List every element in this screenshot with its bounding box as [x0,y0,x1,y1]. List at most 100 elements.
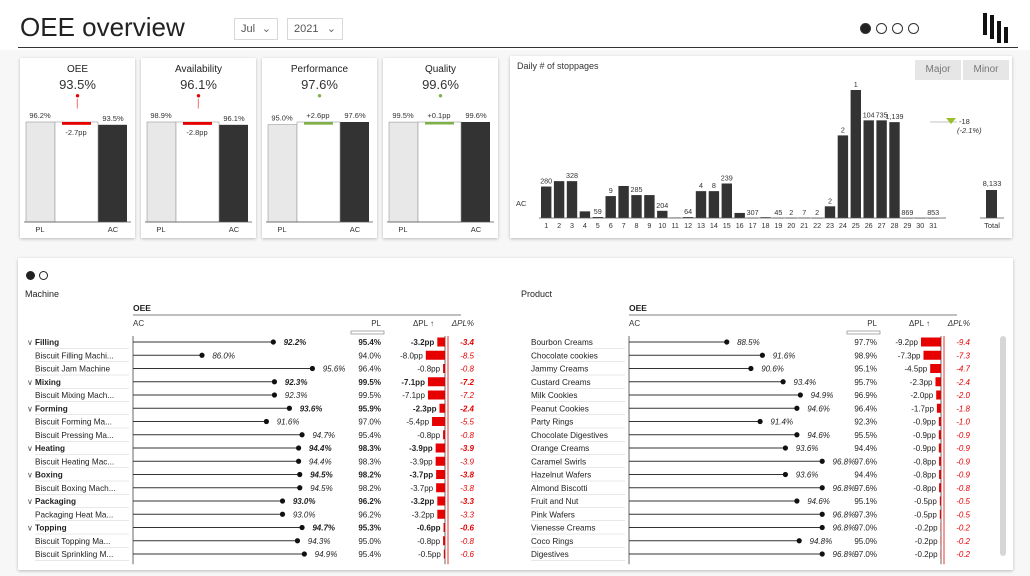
row-label: Heating [35,444,65,453]
variance-bar [930,364,941,373]
row-label: Biscuit Pressing Ma... [35,431,114,440]
row-label: Party Rings [531,418,573,427]
stoppage-value-label: 204 [656,201,668,210]
page-dot-2[interactable] [876,23,887,34]
page-dot-3[interactable] [892,23,903,34]
expand-chevron-icon: ∨ [27,471,33,480]
pl-value: 97.3% [854,510,877,519]
delta-pl-value: -0.9pp [913,444,936,453]
ac-value: 96.8% [833,457,856,466]
row-label: Vienesse Creams [531,524,595,533]
delta-bar [62,122,91,125]
ac-bar [340,122,369,222]
pl-value: 98.3% [358,444,381,453]
ac-value: 95.6% [323,365,346,374]
variance-bar [425,350,445,360]
stoppage-bar [657,210,668,218]
row-label: Digestives [531,550,569,559]
year-select[interactable]: 2021 ⌄ [287,18,343,40]
delta-pl-value: -2.0pp [911,391,934,400]
kpi-card-availability[interactable]: Availability 96.1% ● │ 98.9% 96.1% -2.8pp PL AC [141,58,256,238]
delta-pl-value: -0.5pp [914,497,937,506]
month-select[interactable]: Jul ⌄ [234,18,278,40]
stoppages-card: Daily # of stoppages Major Minor 280 1 2 32… [510,56,1012,238]
day-tick-label: 9 [647,221,651,230]
stoppage-bar [592,216,603,218]
row-label: Biscuit Sprinkling M... [35,550,113,559]
total-value-label: 8,133 [983,179,1002,188]
stoppage-bar [876,120,887,218]
tables-card: Machine Product OEE AC PL ΔPL ↑ ΔPL% ∨ Filling… [18,258,1013,570]
stoppage-value-label: 2 [841,125,845,134]
delta-pl-value: -3.2pp [411,497,435,506]
row-label: Hazelnut Wafers [531,471,591,480]
stoppage-value-label: 1 [854,80,858,89]
lollipop-dot [759,352,766,358]
kpi-value: 96.1% [180,77,217,92]
stoppage-bar [695,191,707,218]
variance-bar [938,430,941,440]
stoppage-bar [566,181,578,218]
row-label: Bourbon Creams [531,338,593,347]
variance-bar [436,483,445,493]
stoppage-bar [708,191,720,218]
ac-value: 88.5% [737,338,760,347]
delta-pl-value: -0.8pp [913,457,936,466]
pl-column-header: PL [867,319,877,328]
pager-dot-1[interactable] [26,271,35,280]
lollipop-dot [794,405,800,411]
variance-bar [939,456,941,466]
ac-axis-label: AC [108,225,119,234]
day-tick-label: 8 [635,221,639,230]
kpi-card-performance[interactable]: Performance 97.6% ● 95.0% 97.6% +2.6pp PL AC [262,58,377,238]
delta-label: -2.8pp [186,128,207,137]
measure-header: OEE [133,303,151,313]
delta-label: +2.6pp [306,111,329,120]
delta-pl-percent-value: -3.8 [460,484,474,493]
lollipop-dot [301,551,307,557]
major-button[interactable]: Major [915,60,961,80]
pl-value: 94.0% [358,351,381,360]
lollipop-dot [279,498,286,504]
day-tick-label: 5 [596,221,600,230]
delta-pl-percent-value: -0.8 [460,365,474,374]
pl-value-label: 99.5% [392,111,414,120]
pl-header-bar [846,330,881,335]
variance-bar [939,483,941,493]
negative-pin-icon: ● │ [75,91,80,108]
day-tick-label: 25 [852,221,860,230]
ac-value: 96.8% [833,524,856,533]
ac-value: 92.2% [284,338,307,347]
ac-value: 94.7% [312,431,335,440]
kpi-card-quality[interactable]: Quality 99.6% ● 99.5% 99.6% +0.1pp PL AC [383,58,498,238]
delta-pl-percent-value: -0.6 [460,550,474,559]
page-navigator [860,21,924,39]
delta-pl-value: -0.9pp [913,418,936,427]
pager-dot-2[interactable] [39,271,49,280]
ac-value: 91.4% [770,418,793,427]
delta-pl-percent-header: ΔPL% [451,319,474,328]
variance-percent: (-2.1%) [957,126,982,135]
lollipop-dot [279,511,286,517]
lollipop-dot [297,485,303,491]
scrollbar[interactable] [1000,336,1006,556]
stoppage-value-label: 9 [609,186,613,195]
pl-value: 98.2% [358,471,381,480]
pl-value: 94.4% [854,444,877,453]
lollipop-dot [796,538,802,544]
variance-bar [435,456,445,466]
kpi-card-oee[interactable]: OEE 93.5% ● │ 96.2% 93.5% -2.7pp PL AC [20,58,135,238]
page-dot-1[interactable] [860,23,871,34]
day-tick-label: 4 [583,221,587,230]
minor-button[interactable]: Minor [963,60,1009,80]
pl-value: 99.5% [358,391,381,400]
delta-pl-value: -2.3pp [413,404,437,413]
day-tick-label: 14 [710,221,718,230]
pl-value: 96.4% [358,365,381,374]
page-dot-4[interactable] [908,23,919,34]
delta-pl-percent-value: -0.9 [956,444,970,453]
kpi-name: Quality [424,64,457,75]
page-title: OEE overview [20,12,185,42]
